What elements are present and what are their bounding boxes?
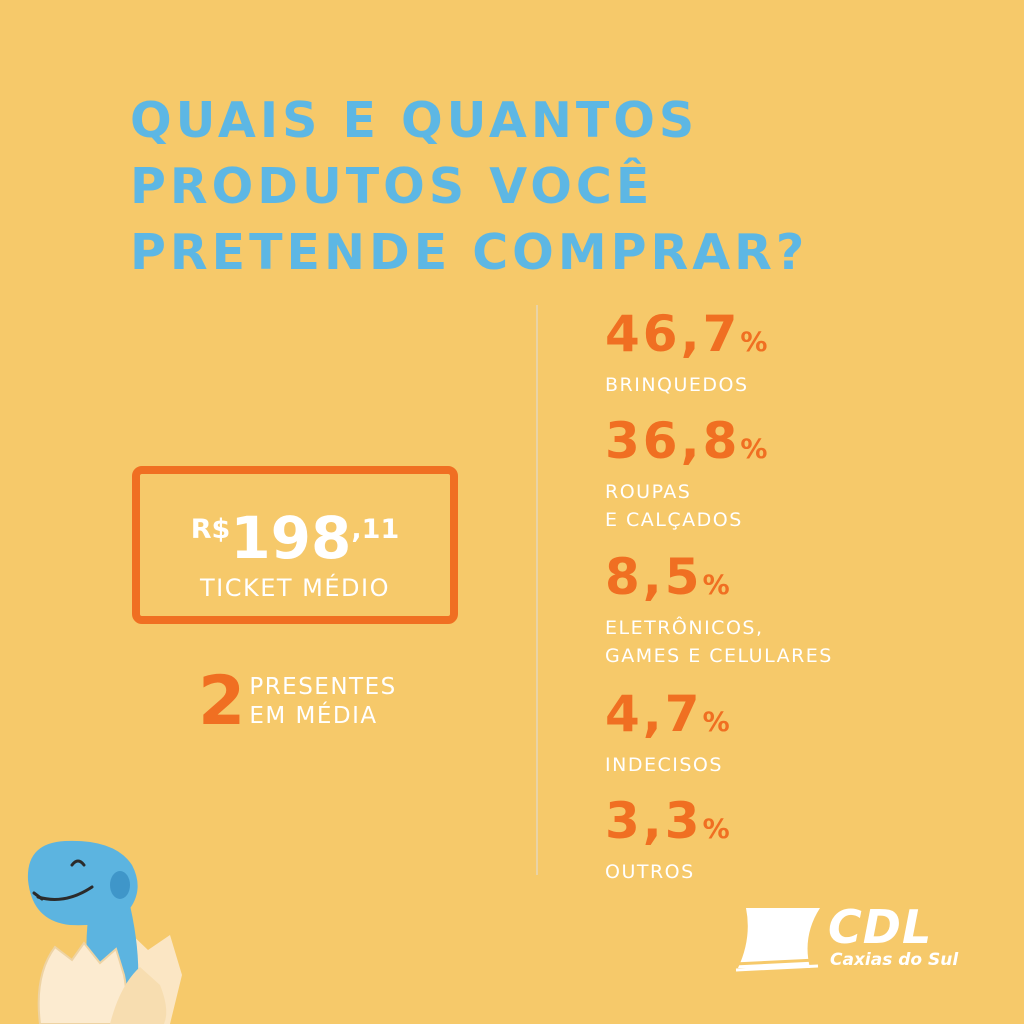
stat-unit: %: [740, 434, 768, 465]
vertical-divider: [536, 305, 538, 875]
dinosaur-hatching-egg-icon: [27, 840, 182, 1024]
stat-percent: 3,3%: [605, 793, 730, 858]
gifts-line-2: EM MÉDIA: [249, 703, 378, 729]
stat-percent: 36,8%: [605, 413, 767, 478]
stat-label-line: E CALÇADOS: [605, 509, 743, 531]
page-title: QUAIS E QUANTOS PRODUTOS VOCÊ PRETENDE C…: [130, 88, 808, 286]
cdl-logo: CDL Caxias do Sul: [732, 902, 992, 982]
title-line-1: QUAIS E QUANTOS: [130, 92, 699, 149]
stat-label: ELETRÔNICOS, GAMES E CELULARES: [605, 614, 833, 670]
stat-outros: 3,3% OUTROS: [605, 793, 730, 886]
stat-label-line: ROUPAS: [605, 481, 692, 503]
stat-percent: 46,7%: [605, 306, 767, 371]
stat-label: ROUPAS E CALÇADOS: [605, 478, 767, 534]
stat-roupas: 36,8% ROUPAS E CALÇADOS: [605, 413, 767, 534]
ticket-integer: 198: [230, 504, 352, 572]
stat-label: INDECISOS: [605, 751, 730, 779]
ticket-amount: R$198,11: [140, 504, 450, 572]
stat-unit: %: [702, 570, 730, 601]
stat-value: 46,7: [605, 305, 741, 363]
stat-unit: %: [702, 707, 730, 738]
stat-label-line: OUTROS: [605, 861, 695, 883]
stat-label-line: BRINQUEDOS: [605, 374, 749, 396]
stat-brinquedos: 46,7% BRINQUEDOS: [605, 306, 767, 399]
title-line-2: PRODUTOS VOCÊ: [130, 158, 654, 215]
stat-label: OUTROS: [605, 858, 730, 886]
ticket-currency: R$: [190, 514, 231, 545]
stat-percent: 4,7%: [605, 686, 730, 751]
stat-label-line: INDECISOS: [605, 754, 723, 776]
stat-label: BRINQUEDOS: [605, 371, 767, 399]
stat-unit: %: [740, 327, 768, 358]
logo-city: Caxias do Sul: [830, 950, 959, 970]
gifts-text: PRESENTES EM MÉDIA: [249, 673, 396, 731]
gifts-number: 2: [198, 662, 246, 741]
title-line-3: PRETENDE COMPRAR?: [130, 224, 809, 281]
cdl-sail-icon: [733, 908, 820, 972]
ticket-decimal: ,11: [351, 514, 400, 545]
stat-value: 3,3: [605, 792, 703, 850]
stat-indecisos: 4,7% INDECISOS: [605, 686, 730, 779]
ticket-label: TICKET MÉDIO: [199, 574, 390, 602]
stat-value: 4,7: [605, 685, 703, 743]
stat-percent: 8,5%: [605, 549, 833, 614]
stat-label-line: ELETRÔNICOS,: [605, 617, 764, 639]
stat-eletronicos: 8,5% ELETRÔNICOS, GAMES E CELULARES: [605, 549, 833, 670]
gifts-line-1: PRESENTES: [249, 674, 397, 700]
stat-value: 36,8: [605, 412, 741, 470]
ticket-box: R$198,11 TICKET MÉDIO: [132, 466, 458, 624]
stat-label-line: GAMES E CELULARES: [605, 645, 833, 667]
logo-name: CDL: [828, 900, 933, 954]
stat-value: 8,5: [605, 548, 703, 606]
gifts-average: 2 PRESENTES EM MÉDIA: [198, 668, 397, 736]
stat-unit: %: [702, 814, 730, 845]
